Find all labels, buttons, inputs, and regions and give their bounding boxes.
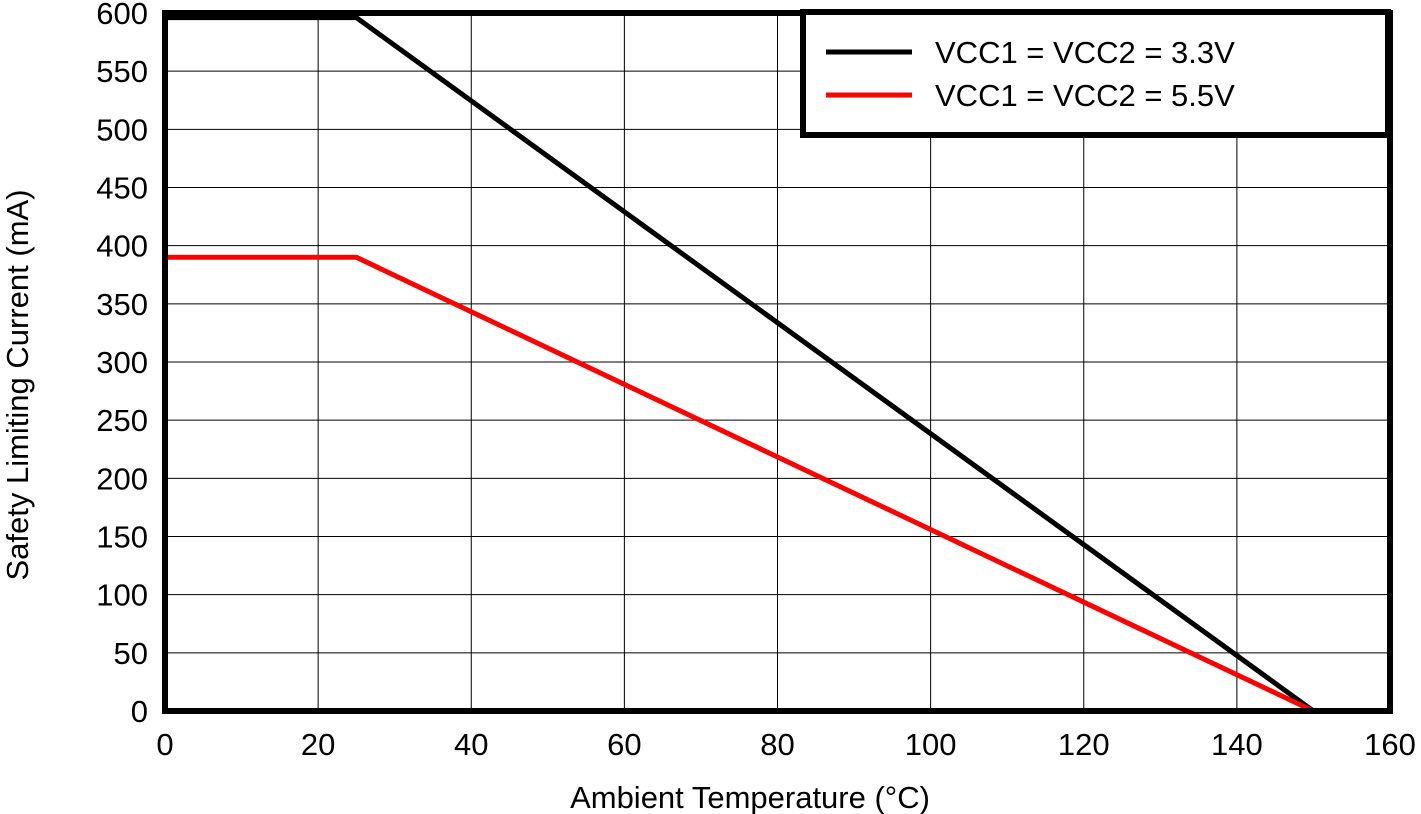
y-tick-label: 550 <box>96 54 148 89</box>
x-tick-label: 140 <box>1211 727 1263 762</box>
y-tick-label: 450 <box>96 171 148 206</box>
y-tick-label: 400 <box>96 229 148 264</box>
series-line-0 <box>165 15 1315 714</box>
x-axis-label: Ambient Temperature (°C) <box>570 780 930 814</box>
x-tick-label: 160 <box>1364 727 1416 762</box>
y-tick-label: 100 <box>96 578 148 613</box>
y-tick-label: 50 <box>114 636 148 671</box>
legend: VCC1 = VCC2 = 3.3V VCC1 = VCC2 = 5.5V <box>800 9 1391 138</box>
y-tick-label: 150 <box>96 520 148 555</box>
y-tick-label: 600 <box>96 0 148 31</box>
legend-box <box>800 9 1391 138</box>
x-tick-label: 80 <box>760 727 794 762</box>
x-tick-label: 0 <box>156 727 173 762</box>
legend-label-3v3: VCC1 = VCC2 = 3.3V <box>935 35 1235 70</box>
y-tick-labels: 0 50 100 150 200 250 300 350 400 450 500 550 600 <box>96 0 148 729</box>
x-tick-label: 100 <box>905 727 957 762</box>
x-tick-label: 120 <box>1058 727 1110 762</box>
x-tick-label: 60 <box>607 727 641 762</box>
y-tick-label: 0 <box>131 694 148 729</box>
plot-frame <box>162 10 1393 714</box>
y-tick-label: 300 <box>96 345 148 380</box>
y-tick-label: 250 <box>96 403 148 438</box>
y-axis-label: Safety Limiting Current (mA) <box>0 189 35 580</box>
series-lines <box>165 15 1315 714</box>
x-tick-label: 40 <box>454 727 488 762</box>
x-tick-label: 20 <box>301 727 335 762</box>
legend-label-5v5: VCC1 = VCC2 = 5.5V <box>935 78 1235 113</box>
y-tick-label: 500 <box>96 112 148 147</box>
y-tick-label: 350 <box>96 287 148 322</box>
series-line-1 <box>165 254 1315 714</box>
x-tick-labels: 0 20 40 60 80 100 120 140 160 <box>156 727 1415 762</box>
y-tick-label: 200 <box>96 461 148 496</box>
